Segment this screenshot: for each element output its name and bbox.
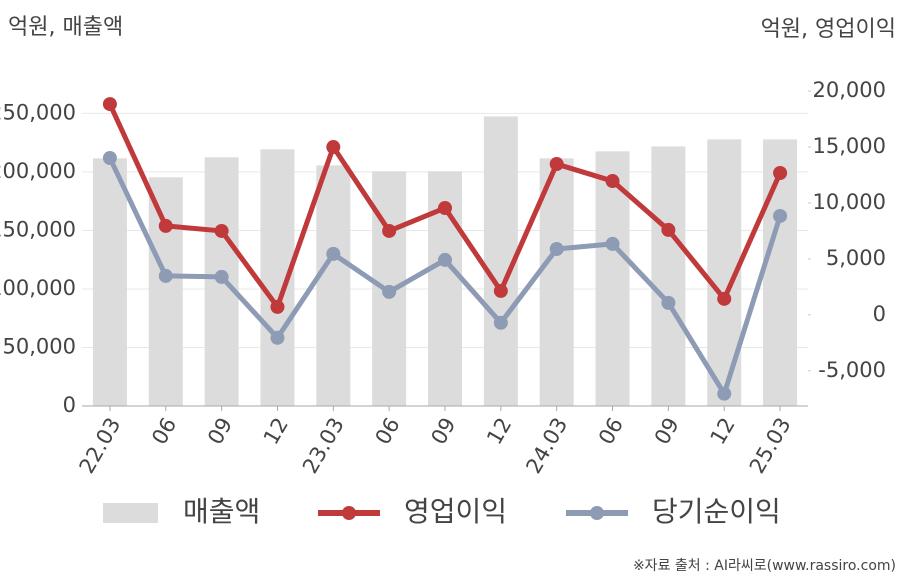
point: [773, 165, 788, 180]
point: [102, 97, 117, 112]
legend-marker: [590, 506, 604, 520]
y2-tick-label: 20,000: [813, 78, 886, 102]
point: [382, 223, 397, 238]
bar: [316, 165, 351, 406]
point: [661, 222, 676, 237]
point: [549, 157, 564, 172]
x-tick-label: 06: [594, 414, 628, 449]
point: [605, 236, 620, 251]
x-tick-label: 24.03: [521, 414, 572, 478]
x-tick-label: 22.03: [75, 414, 126, 478]
bar: [539, 158, 574, 406]
point: [438, 252, 452, 267]
point: [214, 269, 229, 284]
y-tick-label: 50,000: [3, 334, 76, 358]
legend-label: 당기순이익: [652, 495, 781, 528]
point: [549, 241, 564, 256]
y-axis-label: 억원, 매출액: [8, 15, 123, 40]
point: [717, 386, 732, 401]
y2-axis-label: 억원, 영업이익: [761, 17, 896, 42]
point: [717, 291, 732, 306]
bar: [92, 158, 127, 406]
bar: [148, 177, 183, 406]
legend-marker: [342, 506, 356, 520]
point: [661, 295, 676, 310]
y-tick-label: 250,000: [0, 100, 76, 124]
x-tick-label: 06: [371, 414, 405, 449]
x-tick-label: 12: [482, 414, 516, 449]
legend-label: 매출액: [183, 495, 260, 528]
point: [214, 223, 229, 238]
x-tick-label: 06: [147, 414, 181, 449]
point: [382, 284, 397, 299]
x-tick-label: 23.03: [298, 414, 349, 478]
point: [270, 330, 285, 345]
y2-tick-label: 10,000: [813, 190, 886, 214]
x-tick-label: 09: [650, 414, 684, 449]
point: [605, 174, 620, 189]
bar: [651, 146, 686, 406]
x-tick-label: 25.03: [745, 414, 796, 478]
point: [493, 315, 508, 330]
legend-swatch: [103, 503, 158, 523]
legend-label: 영업이익: [404, 495, 507, 528]
y2-tick-label: 15,000: [813, 134, 886, 158]
x-tick-label: 09: [203, 414, 237, 449]
y2-tick-label: -5,000: [818, 358, 886, 382]
point: [270, 299, 285, 314]
y-tick-label: 100,000: [0, 276, 76, 300]
x-tick-label: 12: [259, 414, 293, 449]
y-tick-label: 0: [63, 393, 76, 417]
x-tick-label: 12: [706, 414, 740, 449]
y-tick-label: 200,000: [0, 159, 76, 183]
point: [773, 208, 788, 223]
point: [326, 246, 341, 261]
point: [102, 151, 117, 166]
y-tick-label: 150,000: [0, 217, 76, 241]
point: [493, 283, 508, 298]
bar: [763, 139, 798, 406]
point: [158, 218, 173, 233]
y2-tick-label: 5,000: [826, 246, 886, 270]
y2-tick-label: 0: [873, 302, 886, 326]
point: [438, 201, 452, 216]
point: [158, 268, 173, 283]
x-tick-label: 09: [426, 414, 460, 449]
source: ※자료 출처 : AI라씨로(www.rassiro.com): [633, 558, 896, 574]
point: [326, 140, 341, 155]
